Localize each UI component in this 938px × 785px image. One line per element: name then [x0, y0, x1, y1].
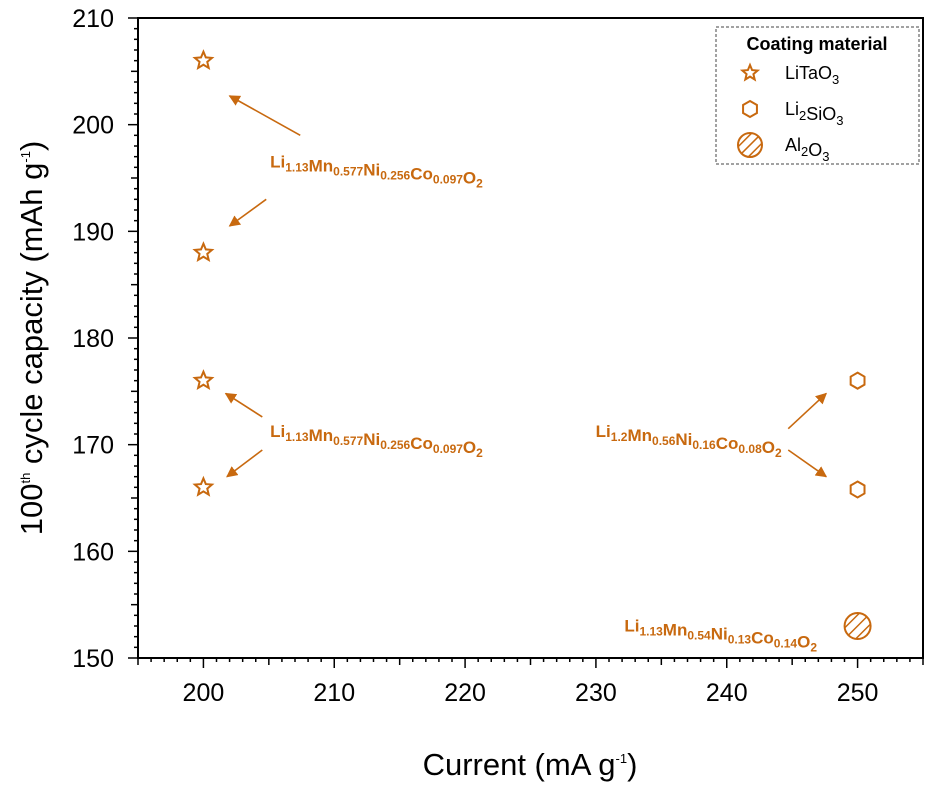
compound-label: Li1.13Mn0.577Ni0.256Co0.097O2 [270, 152, 483, 190]
star-point [192, 49, 215, 71]
annotations: Li1.13Mn0.577Ni0.256Co0.097O2 Li1.13Mn0.5… [224, 95, 828, 654]
annotation-arrow [787, 392, 828, 430]
y-tick-label: 180 [72, 325, 114, 353]
compound-label: Li1.13Mn0.54Ni0.13Co0.14O2 [624, 616, 817, 654]
star-point [192, 475, 215, 497]
legend-hexagon-icon [742, 99, 758, 119]
x-tick-label: 230 [575, 679, 617, 707]
y-tick-label: 150 [72, 645, 114, 673]
annotation-arrow [226, 449, 263, 478]
annotation-arrow [228, 198, 267, 227]
legend-title: Coating material [746, 34, 887, 54]
legend-entries: LiTaO3 Li2SiO3 Al2O3 [737, 62, 844, 164]
x-tick-label: 250 [837, 679, 879, 707]
axis-ticks [128, 17, 924, 668]
legend-hatched-circle-icon [737, 132, 763, 158]
x-tick-label: 200 [183, 679, 225, 707]
x-tick-label: 210 [313, 679, 355, 707]
x-tick-label: 220 [444, 679, 486, 707]
y-tick-label: 200 [72, 112, 114, 140]
compound-label: Li1.2Mn0.56Ni0.16Co0.08O2 [596, 422, 782, 460]
hexagon-point [849, 371, 866, 390]
hexagon-point [849, 480, 866, 499]
legend-label: Al2O3 [785, 135, 830, 164]
y-tick-label: 210 [72, 5, 114, 33]
star-point [192, 241, 215, 263]
legend-label: Li2SiO3 [785, 99, 844, 128]
x-tick-label: 240 [706, 679, 748, 707]
legend-star-icon [739, 62, 761, 82]
hatched-circle-point [843, 612, 872, 640]
compound-label: Li1.13Mn0.577Ni0.256Co0.097O2 [270, 422, 483, 460]
legend: Coating material LiTaO3 Li2SiO3 Al2O3 [715, 26, 920, 165]
y-tick-label: 170 [72, 432, 114, 460]
legend-label: LiTaO3 [785, 63, 839, 87]
annotation-arrow [224, 392, 263, 418]
y-axis-title: 100th cycle capacity (mAh g-1) [14, 141, 49, 536]
data-points [192, 49, 872, 640]
star-point [192, 369, 215, 391]
legend-box [715, 26, 920, 165]
annotation-arrow [787, 449, 828, 478]
annotation-arrow [228, 95, 301, 137]
x-axis-title: Current (mA g-1) [423, 747, 638, 782]
y-tick-label: 190 [72, 218, 114, 246]
tick-labels: 200 210 220 230 240 250 150 160 170 180 190 200 210 [72, 5, 878, 707]
y-tick-label: 160 [72, 538, 114, 566]
